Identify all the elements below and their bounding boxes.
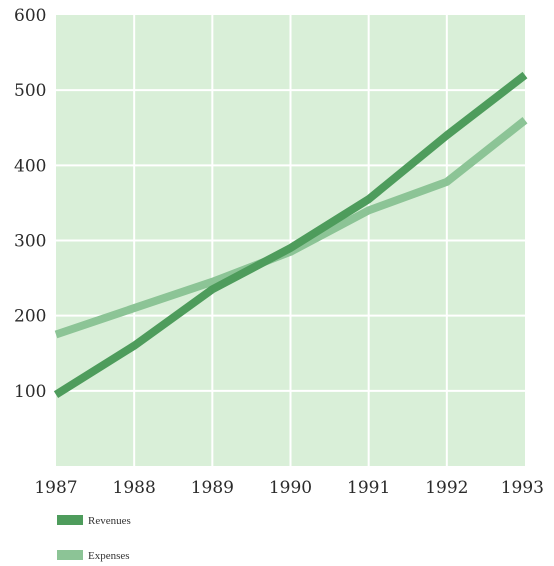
x-tick-label: 1987 — [34, 478, 77, 498]
y-tick-label: 200 — [14, 307, 46, 327]
x-axis-ticks: 1987 1988 1989 1990 1991 1992 1993 — [34, 478, 544, 498]
legend-swatch-revenues — [57, 515, 83, 525]
legend-label-revenues: Revenues — [88, 515, 131, 527]
legend-label-expenses: Expenses — [88, 550, 130, 562]
y-tick-label: 100 — [14, 382, 46, 402]
x-tick-label: 1990 — [269, 478, 312, 498]
legend-swatch-expenses — [57, 550, 83, 560]
grid — [56, 15, 525, 466]
y-tick-label: 300 — [14, 232, 46, 252]
y-axis-ticks: 100 200 300 400 500 600 — [14, 6, 46, 402]
y-tick-label: 500 — [14, 81, 46, 101]
y-tick-label: 600 — [14, 6, 46, 26]
series-lines — [53, 71, 528, 398]
x-tick-label: 1991 — [347, 478, 390, 498]
x-tick-label: 1989 — [191, 478, 234, 498]
x-tick-label: 1993 — [501, 478, 544, 498]
x-tick-label: 1992 — [425, 478, 468, 498]
series-line-revenues — [53, 71, 528, 398]
legend: Revenues Expenses — [57, 515, 131, 562]
y-tick-label: 400 — [14, 156, 46, 176]
x-tick-label: 1988 — [113, 478, 156, 498]
